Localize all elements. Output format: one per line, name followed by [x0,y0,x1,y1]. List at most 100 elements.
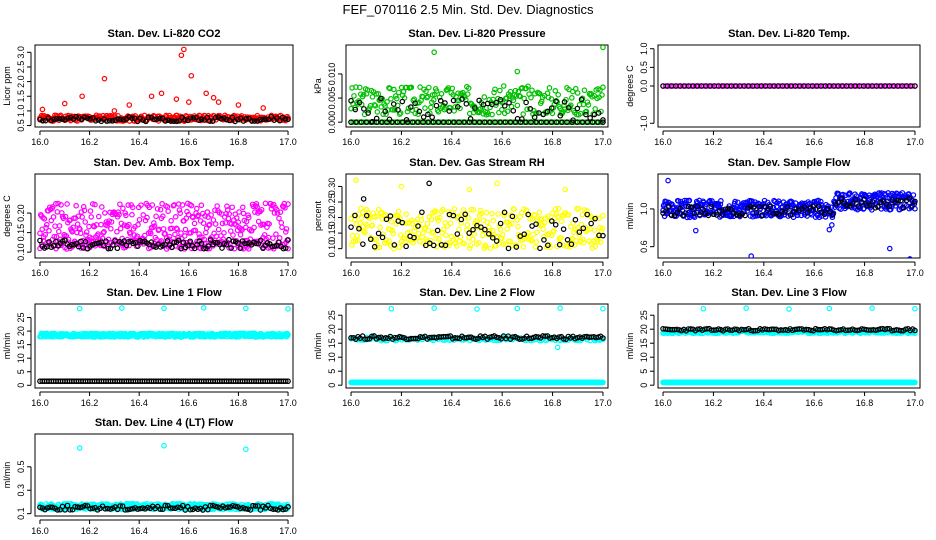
data-point-magenta [62,213,69,220]
data-point-magenta [195,212,202,219]
data-point-black [895,197,901,204]
data-point-black-zero [564,119,570,125]
data-point-black [561,99,568,105]
y-tick-label: 0.10 [327,240,337,258]
data-point-magenta [219,220,226,227]
data-point-black [382,108,388,115]
y-tick-label: 2.5 [16,61,26,74]
data-point-black-zero [528,119,534,125]
data-point-black [364,336,371,342]
x-tick-label: 16.0 [342,268,360,278]
y-tick-label: 1.0 [639,42,649,55]
data-point-black [219,245,225,251]
data-point-black [912,198,918,205]
x-tick-label: 16.6 [493,268,511,278]
data-point-black [352,106,359,113]
data-point-yellow [456,226,462,233]
data-point-black [454,231,461,237]
x-tick-label: 16.0 [654,268,672,278]
y-tick-label: 0.15 [16,224,26,242]
x-tick-label: 16.4 [443,137,461,147]
data-point-black-zero [358,119,365,125]
x-tick-label: 16.0 [654,398,672,408]
data-point-black [257,237,264,244]
data-point-red-outliers [260,105,267,111]
y-tick-label: 10 [16,353,26,363]
data-point-black [170,118,177,124]
data-point-blue [794,212,801,219]
data-point-magenta [120,205,126,212]
data-point-magenta [181,233,188,239]
data-point-green [433,88,440,94]
panel-title: Stan. Dev. Li-820 CO2 [108,28,221,40]
data-point-magenta [95,213,102,220]
data-point-black [221,115,227,121]
data-point-magenta [206,222,212,229]
data-point-yellow [592,243,599,250]
data-point-green [375,91,382,97]
data-point-yellow [371,236,377,243]
data-point-black [365,110,371,116]
data-point-green [499,106,505,113]
y-tick-label: 15 [327,338,337,348]
data-point-magenta [98,221,104,228]
data-point-magenta [142,217,149,224]
data-point-magenta [845,83,852,89]
data-point-yellow [447,239,453,246]
data-point-black [722,206,729,213]
data-point-yellow [581,239,587,246]
data-point-black [489,235,496,241]
data-point-black [412,335,419,342]
data-point-black [858,200,864,206]
data-point-yellow [525,236,532,243]
data-point-black [773,210,780,217]
data-point-black [92,117,99,124]
data-point-red-outliers [61,100,68,107]
data-point-magenta [135,221,141,228]
data-point-black-zero [353,119,359,125]
data-point-yellow [373,236,380,243]
data-point-black [909,203,915,209]
data-point-black [165,117,171,124]
data-point-black [810,203,816,209]
data-point-black [53,115,60,122]
data-point-yellow [534,229,540,236]
data-point-black [804,210,811,216]
data-point-yellow [533,239,540,245]
data-point-magenta [251,224,257,231]
data-point-green [492,86,498,93]
data-point-black [548,218,555,224]
data-point-black [114,245,121,252]
data-point-magenta [73,202,79,209]
data-point-yellow [536,209,543,216]
data-point-black [600,117,606,123]
data-point-yellow [500,241,507,247]
data-point-black [420,114,427,120]
x-tick-label: 16.2 [393,398,411,408]
x-tick-label: 16.4 [443,268,461,278]
data-point-cyan-outliers [119,305,125,311]
data-point-black [235,116,241,123]
data-point-magenta [764,83,771,89]
data-point-black [182,116,188,123]
data-point-black [100,242,107,249]
data-point-yellow [366,212,373,219]
points-line1 [37,304,291,385]
data-point-magenta [226,211,233,217]
x-tick-label: 16.8 [544,137,562,147]
y-axis-label: degrees C [2,195,12,237]
data-point-magenta [258,206,265,213]
data-point-black [390,101,397,107]
data-point-magenta [42,231,49,238]
data-point-green [528,94,534,101]
data-point-black [568,241,575,248]
data-point-black [600,232,606,239]
data-point-green [404,108,411,115]
data-point-green [572,85,579,92]
data-point-black [180,239,187,246]
data-point-black-zero [440,119,447,125]
data-point-black [352,212,358,219]
data-point-black [759,212,765,219]
data-point-black-zero [373,119,380,125]
data-point-magenta [138,202,144,208]
